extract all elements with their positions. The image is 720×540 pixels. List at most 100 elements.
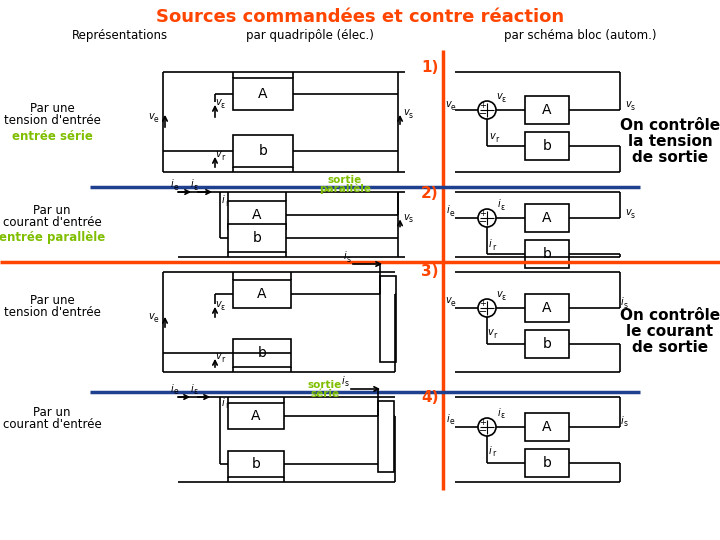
Text: v: v <box>489 131 495 141</box>
Text: A: A <box>542 420 552 434</box>
Bar <box>228 451 284 477</box>
Bar <box>525 330 569 358</box>
Text: A: A <box>542 103 552 117</box>
Text: b: b <box>258 144 267 158</box>
Text: A: A <box>251 409 261 423</box>
Circle shape <box>478 101 496 119</box>
Text: Par un: Par un <box>33 406 71 419</box>
Text: s: s <box>624 300 628 309</box>
Bar <box>233 78 293 110</box>
Text: Par une: Par une <box>30 102 74 114</box>
Bar <box>228 403 284 429</box>
Text: b: b <box>543 456 552 470</box>
Text: ε: ε <box>194 183 198 192</box>
Text: i: i <box>498 199 500 209</box>
Text: courant d'entrée: courant d'entrée <box>3 418 102 431</box>
Text: le courant: le courant <box>626 323 714 339</box>
Bar <box>525 294 569 322</box>
Text: i: i <box>489 446 491 456</box>
Text: tension d'entrée: tension d'entrée <box>4 114 100 127</box>
Text: e: e <box>174 388 179 396</box>
Text: b: b <box>543 139 552 153</box>
Text: Par une: Par une <box>30 294 74 307</box>
Text: v: v <box>496 289 502 299</box>
Text: i: i <box>222 398 225 408</box>
Text: ε: ε <box>194 388 198 396</box>
Bar <box>525 96 569 124</box>
Text: s: s <box>631 103 635 111</box>
Text: s: s <box>409 215 413 224</box>
Text: b: b <box>251 457 261 471</box>
Text: s: s <box>345 380 349 388</box>
Bar <box>228 201 286 229</box>
Text: par quadripôle (élec.): par quadripôle (élec.) <box>246 30 374 43</box>
Text: −: − <box>479 307 487 317</box>
Text: i: i <box>222 195 225 205</box>
Text: entrée série: entrée série <box>12 131 92 144</box>
Text: i: i <box>498 408 500 418</box>
Text: 1): 1) <box>421 60 438 76</box>
Text: +: + <box>480 300 487 308</box>
Text: v: v <box>215 97 221 107</box>
Text: parallèle: parallèle <box>319 184 371 194</box>
Text: r: r <box>225 402 229 410</box>
Bar <box>525 240 569 268</box>
Bar <box>525 132 569 160</box>
Text: 4): 4) <box>421 390 438 406</box>
Text: i: i <box>343 251 346 261</box>
Text: s: s <box>409 111 413 119</box>
Text: de sortie: de sortie <box>632 340 708 354</box>
Text: série: série <box>310 389 340 399</box>
Text: 2): 2) <box>421 186 438 200</box>
Text: sortie: sortie <box>328 175 362 185</box>
Bar <box>228 224 286 252</box>
Text: ε: ε <box>501 411 505 421</box>
Text: i: i <box>171 179 174 189</box>
Text: par schéma bloc (autom.): par schéma bloc (autom.) <box>504 30 656 43</box>
Text: ε: ε <box>502 94 506 104</box>
Text: 3): 3) <box>421 265 438 280</box>
Text: A: A <box>542 211 552 225</box>
Text: e: e <box>450 208 454 218</box>
Text: e: e <box>153 314 158 323</box>
Bar <box>525 413 569 441</box>
Text: i: i <box>489 239 491 249</box>
Text: i: i <box>446 205 449 215</box>
Text: A: A <box>258 87 268 101</box>
Text: ε: ε <box>221 100 225 110</box>
Text: de sortie: de sortie <box>632 150 708 165</box>
Text: la tension: la tension <box>628 133 712 148</box>
Text: Représentations: Représentations <box>72 30 168 43</box>
Text: v: v <box>148 111 154 121</box>
Text: i: i <box>621 297 624 307</box>
Text: A: A <box>257 287 266 301</box>
Text: Par un: Par un <box>33 204 71 217</box>
Text: e: e <box>174 183 179 192</box>
Text: Sources commandées et contre réaction: Sources commandées et contre réaction <box>156 8 564 26</box>
Text: v: v <box>403 107 409 117</box>
Text: −: − <box>479 217 487 227</box>
Text: i: i <box>621 416 624 426</box>
Text: i: i <box>446 414 449 424</box>
Text: r: r <box>493 330 497 340</box>
Text: e: e <box>451 299 455 307</box>
Text: e: e <box>153 114 158 124</box>
Text: +: + <box>480 418 487 428</box>
Text: s: s <box>631 211 635 219</box>
Text: v: v <box>445 99 451 109</box>
Text: i: i <box>191 179 194 189</box>
Text: v: v <box>445 295 451 305</box>
Text: A: A <box>542 301 552 315</box>
Circle shape <box>478 209 496 227</box>
Text: v: v <box>215 149 221 159</box>
Text: ε: ε <box>221 302 225 312</box>
Bar <box>233 135 293 167</box>
Bar <box>378 401 394 472</box>
Text: r: r <box>492 242 495 252</box>
Bar <box>233 339 291 367</box>
Text: e: e <box>451 103 455 111</box>
Text: r: r <box>221 152 225 161</box>
Text: s: s <box>347 254 351 264</box>
Text: r: r <box>225 199 229 207</box>
Text: On contrôle: On contrôle <box>620 307 720 322</box>
